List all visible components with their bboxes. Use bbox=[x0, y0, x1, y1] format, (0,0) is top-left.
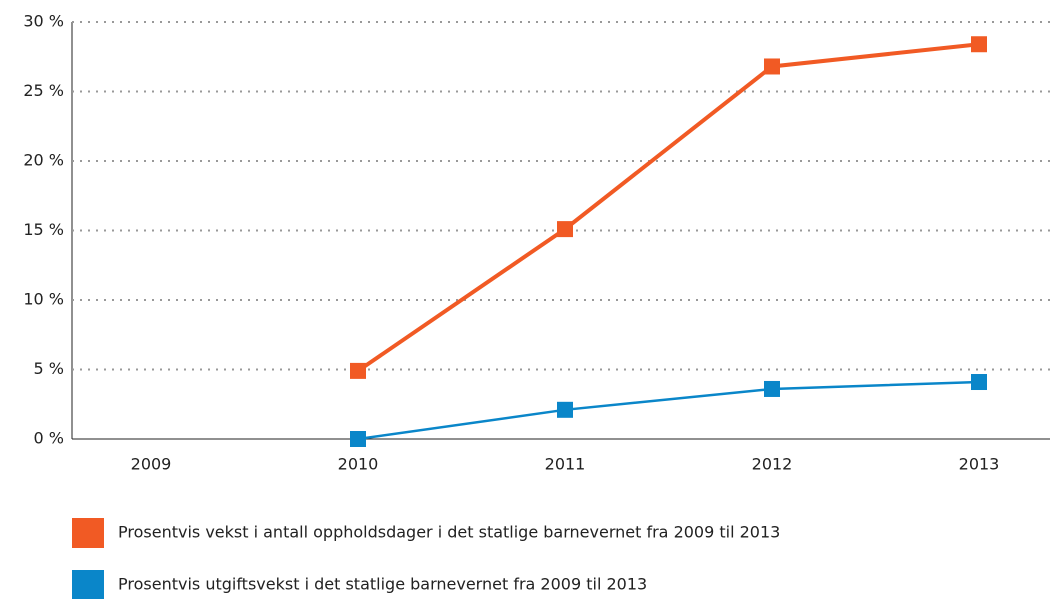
x-tick-label: 2010 bbox=[338, 455, 379, 474]
marker bbox=[557, 401, 573, 418]
legend-swatch bbox=[72, 518, 104, 548]
legend-label: Prosentvis vekst i antall oppholdsdager … bbox=[118, 523, 780, 542]
legend-swatch bbox=[72, 570, 104, 599]
series-line bbox=[357, 380, 980, 441]
marker bbox=[971, 374, 987, 391]
x-tick-label: 2012 bbox=[752, 455, 793, 474]
x-tick-label: 2013 bbox=[959, 455, 1000, 474]
legend-label: Prosentvis utgiftsvekst i det statlige b… bbox=[118, 575, 647, 594]
marker bbox=[350, 431, 366, 447]
series-line bbox=[356, 42, 980, 373]
y-tick-label: 10 % bbox=[23, 290, 64, 309]
y-tick-label: 0 % bbox=[34, 429, 64, 448]
y-tick-label: 30 % bbox=[23, 12, 64, 31]
marker bbox=[764, 58, 780, 75]
y-tick-label: 5 % bbox=[34, 359, 64, 378]
y-tick-label: 25 % bbox=[23, 81, 64, 100]
marker bbox=[971, 36, 987, 53]
y-tick-label: 15 % bbox=[23, 220, 64, 239]
y-tick-label: 20 % bbox=[23, 151, 64, 170]
marker bbox=[350, 362, 366, 379]
marker bbox=[557, 221, 573, 238]
marker bbox=[764, 380, 780, 397]
x-tick-label: 2009 bbox=[131, 455, 172, 474]
x-tick-label: 2011 bbox=[545, 455, 586, 474]
